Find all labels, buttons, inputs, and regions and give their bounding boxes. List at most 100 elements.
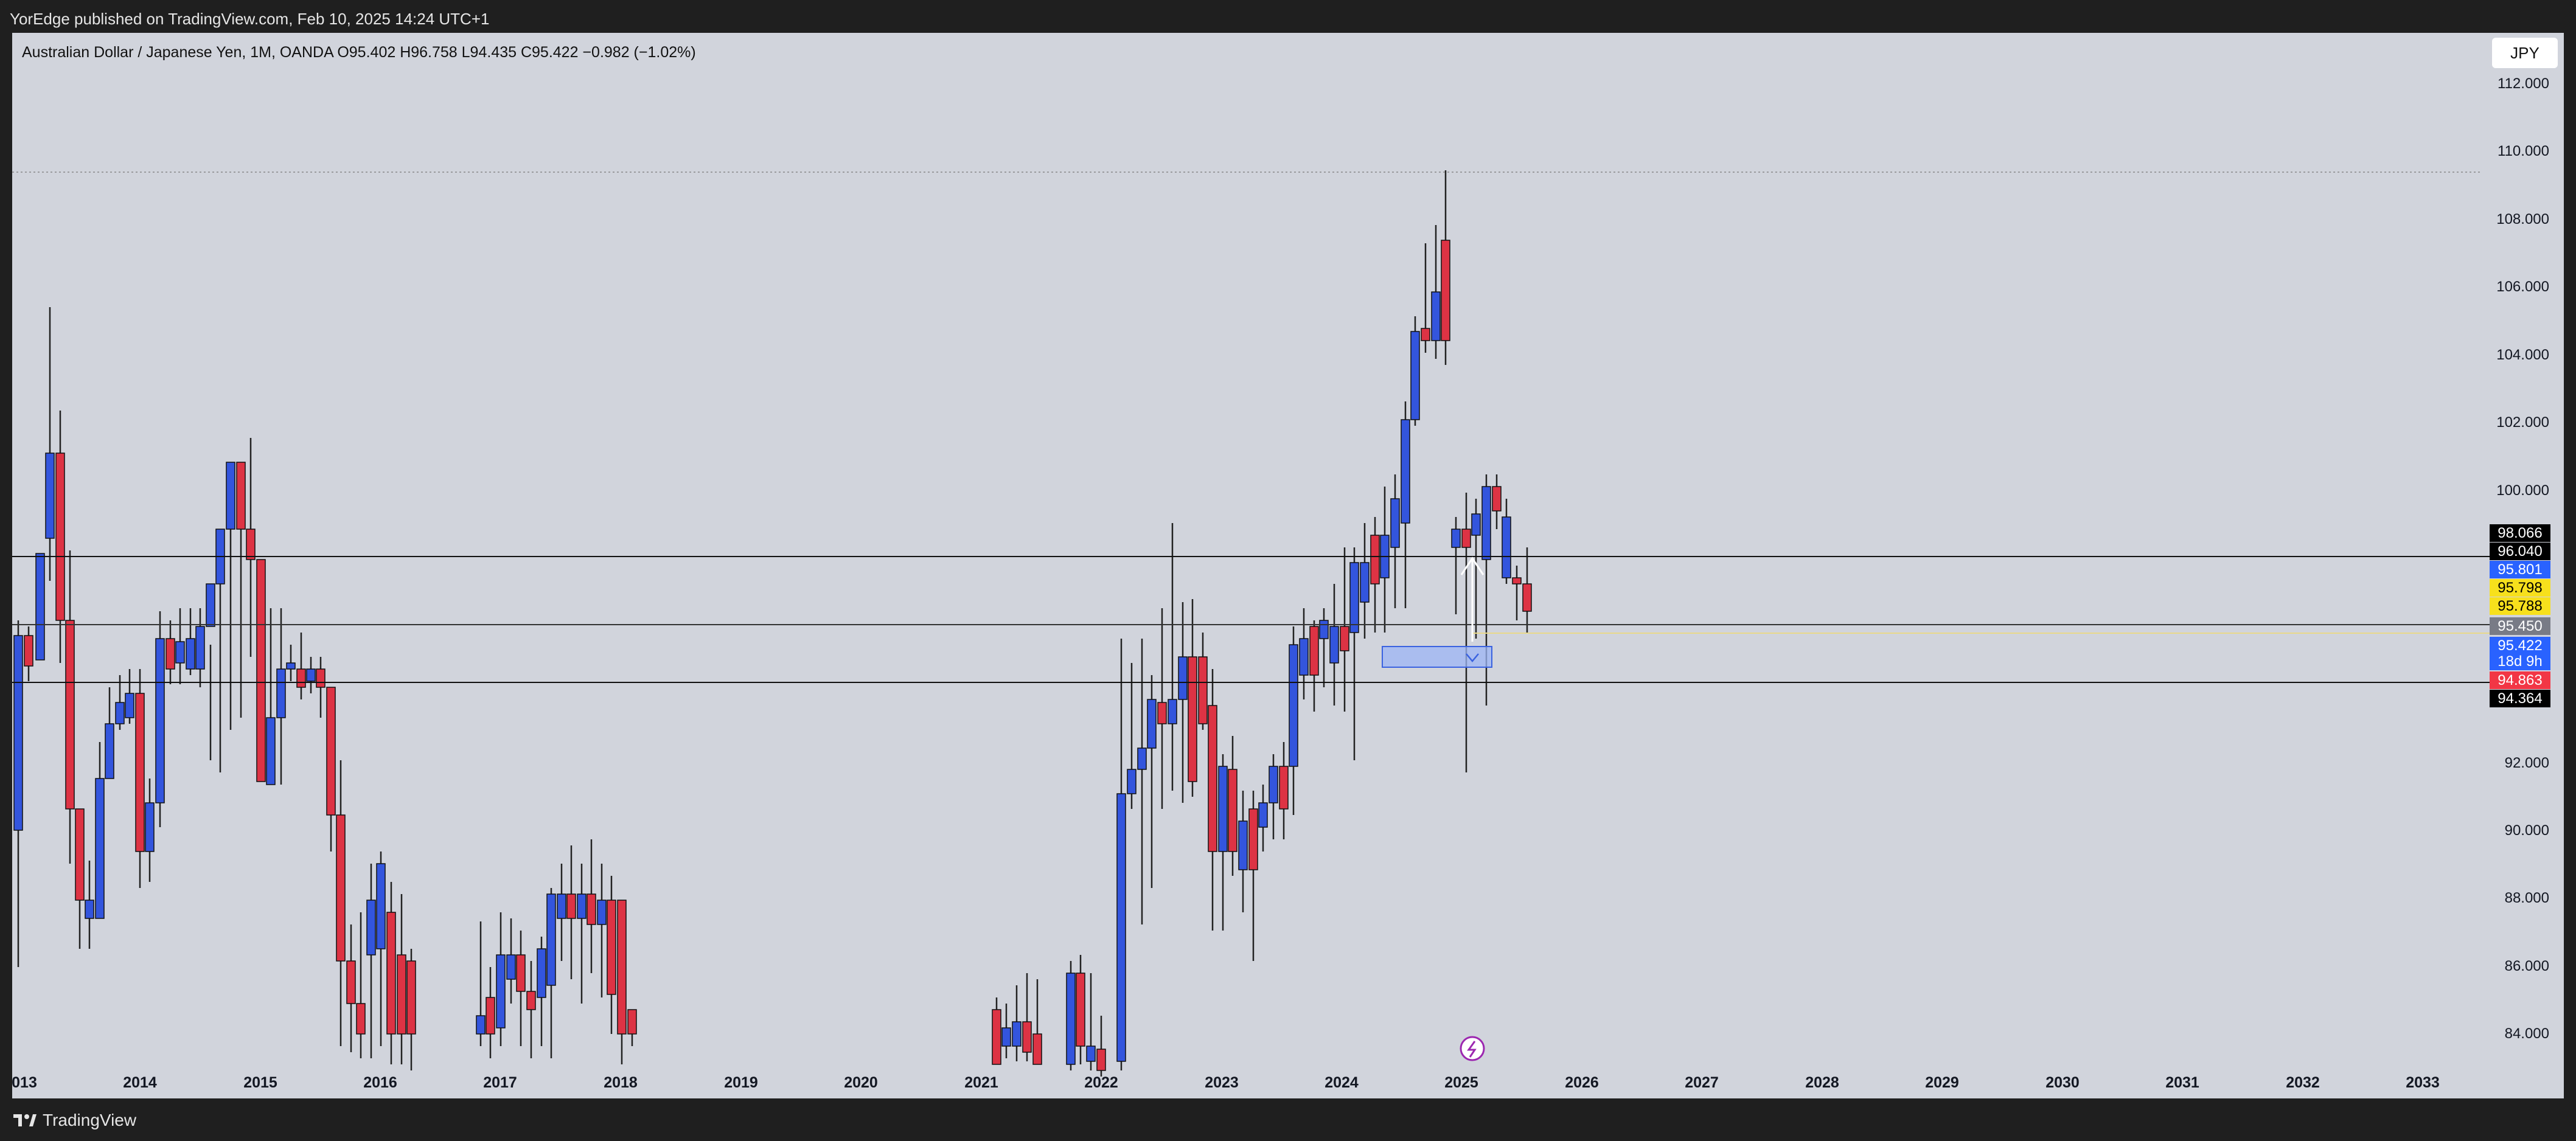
candle-body xyxy=(1390,498,1400,548)
candle-body xyxy=(1360,562,1370,603)
x-axis-tick-label: 2022 xyxy=(1084,1074,1118,1091)
candle-body xyxy=(486,997,495,1035)
y-axis-tick-label: 108.000 xyxy=(2496,211,2549,227)
candle-body xyxy=(1032,1033,1042,1065)
candle-body xyxy=(1279,766,1289,810)
price-label-text: 95.798 xyxy=(2498,580,2542,596)
candle-body xyxy=(206,583,215,627)
y-axis-tick-label: 90.000 xyxy=(2505,822,2549,839)
candle-body xyxy=(1096,1049,1106,1071)
candle-body xyxy=(1157,702,1167,724)
candle-body xyxy=(366,900,376,955)
candle-body xyxy=(1522,583,1532,612)
candle-body xyxy=(55,453,65,621)
y-axis-tick-label: 100.000 xyxy=(2496,482,2549,499)
currency-button[interactable]: JPY xyxy=(2492,38,2558,68)
candle-body xyxy=(526,991,536,1010)
candle-body xyxy=(1319,620,1329,639)
candle-body xyxy=(1147,699,1157,749)
candle-body xyxy=(105,723,114,779)
x-axis-tick-label: 2027 xyxy=(1685,1074,1719,1091)
y-axis-tick-label: 88.000 xyxy=(2505,890,2549,906)
x-axis-tick-label: 2020 xyxy=(844,1074,878,1091)
footer-brand-label: TradingView xyxy=(43,1111,137,1129)
x-axis-tick-label: 2031 xyxy=(2165,1074,2199,1091)
candle-body xyxy=(386,912,396,1035)
candle-body xyxy=(1329,626,1339,664)
candle-body xyxy=(627,1009,637,1035)
candle-body xyxy=(85,900,94,919)
candle-body xyxy=(1481,486,1491,560)
candle-body xyxy=(346,960,356,1004)
candle-body xyxy=(35,553,45,661)
candle-body xyxy=(1492,486,1502,512)
x-axis-tick-label: 2015 xyxy=(243,1074,277,1091)
candle-body xyxy=(566,893,576,919)
candle-body xyxy=(577,893,587,919)
candle-body xyxy=(1340,626,1349,651)
candle-body xyxy=(1248,808,1258,870)
x-axis-tick-label: 2030 xyxy=(2045,1074,2080,1091)
price-label-badge xyxy=(2490,543,2550,560)
candle-body xyxy=(145,802,155,852)
candle-body xyxy=(1471,513,1481,536)
candle-body xyxy=(1022,1021,1032,1053)
chart-area[interactable] xyxy=(12,33,2564,1098)
price-label-text: 96.040 xyxy=(2498,543,2542,560)
y-axis-tick-label: 110.000 xyxy=(2498,143,2549,159)
demand-zone-box xyxy=(1382,646,1492,668)
symbol-legend: Australian Dollar / Japanese Yen, 1M, OA… xyxy=(22,44,696,61)
x-axis-tick-label: 2017 xyxy=(483,1074,517,1091)
price-label-badge xyxy=(2490,561,2550,578)
candle-body xyxy=(597,900,607,925)
candle-body xyxy=(316,668,325,688)
price-label-text: 94.863 xyxy=(2498,672,2542,688)
candle-body xyxy=(135,693,145,852)
candle-body xyxy=(496,954,506,1028)
price-label-badge xyxy=(2490,617,2550,635)
candle-body xyxy=(1188,656,1197,782)
price-label-badge xyxy=(2490,690,2550,707)
price-label-badge xyxy=(2490,579,2550,597)
candle-body xyxy=(256,559,266,782)
candle-body xyxy=(1410,331,1420,420)
candle-body xyxy=(24,635,33,667)
candle-body xyxy=(125,693,134,718)
candle-body xyxy=(296,668,306,688)
candle-body xyxy=(1001,1027,1011,1047)
candle-body xyxy=(1012,1021,1022,1047)
candle-body xyxy=(397,954,406,1035)
candle-body xyxy=(1431,291,1441,341)
tradingview-brand[interactable]: TradingView xyxy=(13,1111,136,1130)
x-axis-tick-label: 2016 xyxy=(363,1074,397,1091)
candle-body xyxy=(95,778,105,919)
candle-body xyxy=(1076,973,1085,1047)
candle-body xyxy=(175,641,185,664)
candle-body xyxy=(336,814,346,962)
publish-info: YorEdge published on TradingView.com, Fe… xyxy=(10,10,490,28)
candle-body xyxy=(236,462,246,530)
candle-body xyxy=(1299,638,1309,676)
x-axis-tick-label: 2021 xyxy=(964,1074,998,1091)
candle-body xyxy=(1289,644,1298,767)
candle-body xyxy=(476,1015,486,1035)
candle-body xyxy=(65,620,75,810)
candle-body xyxy=(356,1003,366,1035)
candle-body xyxy=(165,638,175,670)
candle-body xyxy=(1086,1046,1096,1062)
candle-body xyxy=(246,529,256,560)
x-axis-tick-label: 013 xyxy=(12,1074,37,1091)
price-label-badge xyxy=(2490,653,2550,670)
candle-body xyxy=(115,702,125,724)
candle-body xyxy=(1116,793,1126,1062)
candle-body xyxy=(1228,769,1238,852)
candle-body xyxy=(1309,626,1319,676)
candle-body xyxy=(1401,419,1410,524)
chart-left-edge xyxy=(0,966,12,1098)
candle-body xyxy=(1066,973,1076,1065)
candle-body xyxy=(1238,820,1248,870)
candle-body xyxy=(1451,529,1461,548)
y-axis-tick-label: 112.000 xyxy=(2498,75,2549,92)
y-axis-tick-label: 86.000 xyxy=(2505,958,2549,974)
